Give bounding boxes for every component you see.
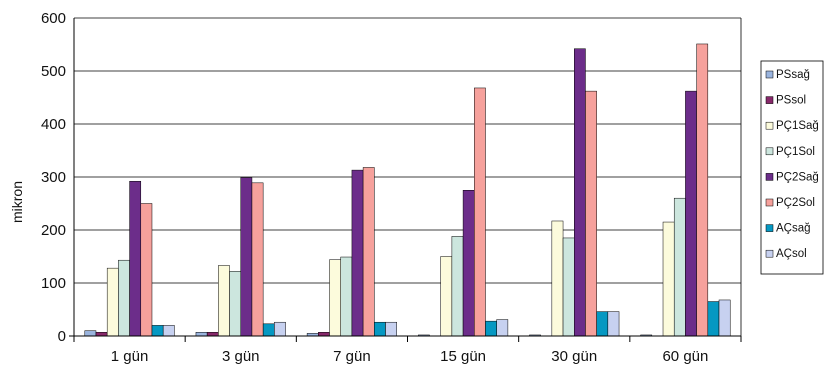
bar (485, 320, 497, 337)
legend-swatch (765, 96, 774, 104)
legend-label: AÇsağ (776, 223, 811, 235)
bar (95, 332, 108, 337)
y-tick-label: 0 (58, 328, 66, 345)
y-tick-label: 400 (41, 116, 66, 133)
bar (685, 90, 697, 337)
legend-swatch (765, 121, 774, 130)
legend-box (760, 60, 824, 275)
y-tick-label: 200 (41, 222, 66, 239)
bar (585, 90, 597, 337)
y-tick-label: 600 (41, 10, 66, 27)
x-tick-label: 60 gün (662, 348, 708, 365)
bar (351, 169, 364, 337)
bar (607, 311, 620, 337)
bar (162, 325, 175, 337)
bar (707, 301, 720, 337)
bar (262, 323, 275, 337)
legend-swatch (765, 224, 774, 232)
legend-label: AÇsol (776, 248, 807, 260)
bar (218, 265, 230, 337)
bar (274, 321, 286, 337)
x-tick-label: 3 gün (222, 348, 260, 365)
bar (151, 325, 164, 337)
bars (84, 43, 731, 337)
bar (318, 332, 330, 337)
bar (462, 190, 475, 337)
legend-label: PÇ1Sol (776, 146, 815, 158)
legend-swatch (765, 198, 774, 207)
bar (84, 330, 97, 337)
bar (362, 167, 375, 337)
legend: PSsağ PSsol PÇ1Sağ PÇ1Sol PÇ2Sağ PÇ2Sol AÇsağ A… (760, 60, 824, 275)
y-tick-labels: 0 100 200 300 400 500 600 (41, 10, 66, 345)
bar (206, 332, 219, 337)
legend-swatch (765, 70, 774, 79)
bar (229, 271, 242, 337)
gridlines (74, 17, 741, 284)
bar (140, 203, 153, 337)
legend-swatch (765, 249, 774, 258)
legend-label: PÇ2Sol (776, 197, 815, 209)
bar (329, 259, 341, 337)
axes (69, 18, 742, 342)
bar (696, 43, 709, 337)
bar (129, 180, 142, 337)
x-tick-label: 30 gün (551, 348, 597, 365)
x-tick-labels: 1 gün 3 gün 7 gün 15 gün 30 gün 60 gün (111, 348, 709, 365)
bar (340, 256, 353, 337)
bar (551, 220, 564, 337)
bar (718, 299, 731, 337)
legend-label: PÇ2Sağ (776, 171, 819, 183)
bar (496, 319, 509, 337)
legend-label: PSsol (776, 95, 806, 107)
y-tick-label: 100 (41, 275, 66, 292)
legend-swatch (765, 147, 774, 156)
bar (673, 197, 686, 337)
bar (240, 177, 253, 337)
bar (574, 48, 586, 337)
y-tick-label: 300 (41, 169, 66, 186)
bar (251, 182, 264, 337)
legend-swatch (765, 173, 774, 181)
bar (562, 237, 575, 337)
y-axis-label: mikron (9, 181, 25, 223)
bar (374, 321, 386, 337)
legend-label: PÇ1Sağ (776, 120, 819, 132)
bar (596, 311, 609, 337)
x-tick-label: 15 gün (440, 348, 486, 365)
bar (118, 259, 130, 337)
bar (106, 267, 119, 337)
x-tick-label: 1 gün (111, 348, 149, 365)
bar (474, 87, 486, 337)
bar (440, 256, 453, 337)
bar (662, 221, 675, 337)
x-tick-label: 7 gün (333, 348, 371, 365)
bar (195, 332, 208, 337)
bar (385, 321, 397, 337)
legend-label: PSsağ (776, 69, 810, 81)
y-tick-label: 500 (41, 63, 66, 80)
bar (451, 236, 464, 337)
